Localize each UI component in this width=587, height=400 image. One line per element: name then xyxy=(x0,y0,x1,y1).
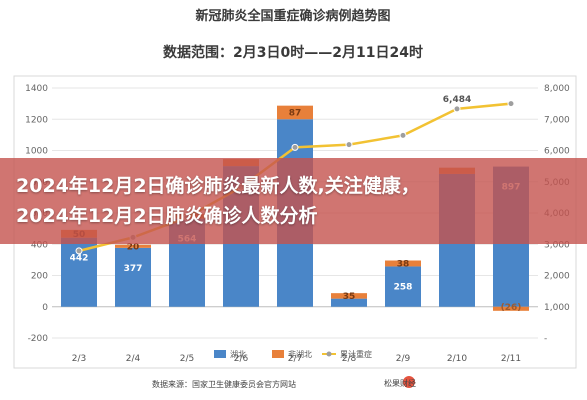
data-label-5: 258 xyxy=(394,282,413,292)
y-left-tick-2: 200 xyxy=(31,272,48,282)
x-tick-1: 2/4 xyxy=(126,354,141,364)
bar-hubei-1 xyxy=(115,247,151,307)
bar-non-hubei-5 xyxy=(331,293,367,299)
legend-swatch-hubei xyxy=(214,350,226,358)
data-label-14: 6,484 xyxy=(443,95,471,105)
data-label-10: 87 xyxy=(289,108,302,118)
x-tick-4: 2/7 xyxy=(288,354,302,364)
legend-swatch-non-hubei xyxy=(272,350,284,358)
y-right-tick-2: 2,000 xyxy=(544,272,570,282)
pinecone-icon xyxy=(403,376,415,388)
y-left-tick-1: 0 xyxy=(42,303,48,313)
source-text: 数据来源：国家卫生健康委员会官方网站 xyxy=(152,379,296,389)
headline-line-1: 2024年12月2日确诊肺炎最新人数,关注健康， xyxy=(16,175,420,197)
x-tick-0: 2/3 xyxy=(72,354,86,364)
cumulative-point-8 xyxy=(507,100,515,108)
data-label-1: 377 xyxy=(124,264,143,274)
y-left-tick-7: 1200 xyxy=(25,115,48,125)
cumulative-point-0 xyxy=(75,247,83,255)
data-label-11: 35 xyxy=(343,292,356,302)
y-right-tick-8: 8,000 xyxy=(544,84,570,94)
chart-subtitle: 数据范围：2月3日0时——2月11日24时 xyxy=(163,44,423,61)
data-label-4: 52 xyxy=(343,315,356,325)
brand-logo-text: 松果财经 xyxy=(384,378,416,388)
data-label-13: (26) xyxy=(501,303,522,313)
x-tick-2: 2/5 xyxy=(180,354,194,364)
brand-logo: 松果财经 xyxy=(384,376,416,388)
cumulative-point-4 xyxy=(291,143,299,151)
chart-title: 新冠肺炎全国重症确诊病例趋势图 xyxy=(195,8,390,24)
bar-non-hubei-1 xyxy=(115,244,151,248)
y-left-tick-0: -200 xyxy=(28,334,49,344)
legend-label-cumulative: 累计重症 xyxy=(340,349,372,359)
bar-hubei-5 xyxy=(331,298,367,307)
y-right-tick-0: - xyxy=(544,334,547,344)
data-label-12: 38 xyxy=(397,259,410,269)
y-left-tick-6: 1000 xyxy=(25,147,48,157)
data-label-0: 442 xyxy=(70,254,89,264)
y-right-tick-1: 1,000 xyxy=(544,303,570,313)
y-right-tick-6: 6,000 xyxy=(544,147,570,157)
bar-non-hubei-4 xyxy=(277,105,313,120)
x-tick-5: 2/8 xyxy=(342,354,357,364)
bar-non-hubei-8 xyxy=(493,306,529,311)
y-right-tick-3: 3,000 xyxy=(544,240,570,250)
y-left-tick-3: 400 xyxy=(31,240,48,250)
y-right-tick-7: 7,000 xyxy=(544,115,570,125)
legend: 湖北 非湖北 累计重症 xyxy=(214,349,372,359)
x-tick-8: 2/11 xyxy=(501,354,521,364)
legend-label-non-hubei: 非湖北 xyxy=(288,349,312,359)
x-tick-3: 2/6 xyxy=(234,354,249,364)
x-tick-7: 2/10 xyxy=(447,354,467,364)
y-left-tick-8: 1400 xyxy=(25,84,48,94)
data-label-8: 20 xyxy=(127,242,140,252)
x-tick-6: 2/9 xyxy=(396,354,411,364)
cumulative-point-6 xyxy=(399,131,407,139)
legend-label-hubei: 湖北 xyxy=(230,350,246,359)
legend-marker-cumulative xyxy=(326,351,332,357)
cumulative-point-7 xyxy=(453,105,461,113)
x-axis: 2/3 2/4 2/5 2/6 2/7 2/8 2/9 2/10 2/11 xyxy=(72,354,521,364)
headline-banner: 2024年12月2日确诊肺炎最新人数,关注健康， 2024年12月2日肺炎确诊人… xyxy=(0,158,587,244)
bar-hubei-6 xyxy=(385,266,421,307)
headline-line-2: 2024年12月2日肺炎确诊人数分析 xyxy=(16,205,318,227)
cumulative-point-5 xyxy=(345,141,353,149)
bar-non-hubei-6 xyxy=(385,260,421,267)
